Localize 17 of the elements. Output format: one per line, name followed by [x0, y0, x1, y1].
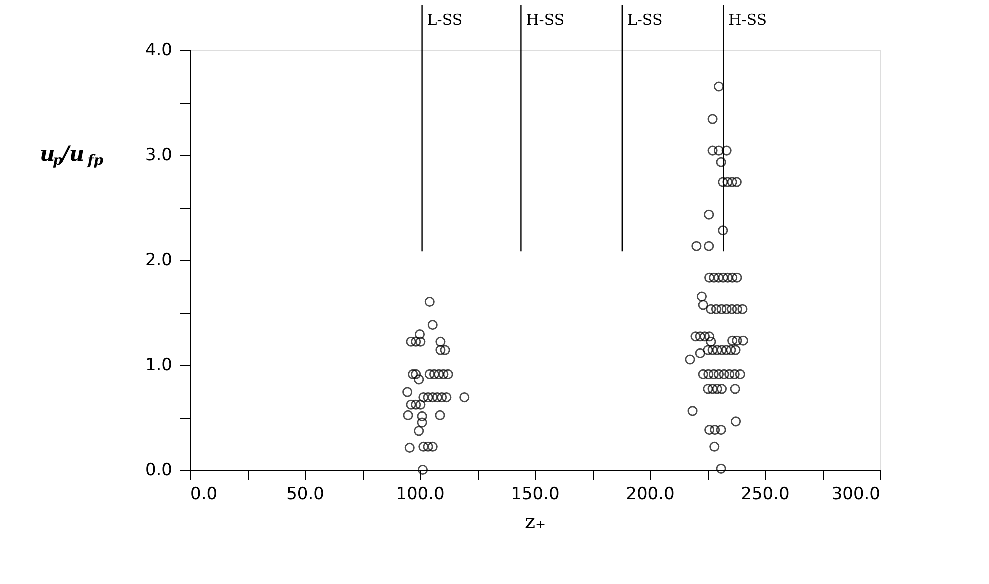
x-tick-label: 200.0 [626, 484, 675, 504]
x-tick-label: 150.0 [511, 484, 560, 504]
y-tick-label: 2.0 [145, 250, 172, 270]
x-tick-label: 300.0 [832, 484, 880, 504]
x-tick-label: 0.0 [190, 484, 218, 504]
y-tick-label: 4.0 [145, 40, 172, 60]
ref-line-label: L-SS [427, 11, 463, 29]
ref-line-label: L-SS [627, 11, 663, 29]
y-tick-label: 0.0 [145, 460, 172, 480]
x-tick-label: 100.0 [396, 484, 445, 504]
x-tick-label: 50.0 [286, 484, 324, 504]
y-tick-label: 3.0 [145, 146, 172, 166]
x-tick-label: 250.0 [741, 484, 790, 504]
ref-line-label: H-SS [728, 11, 768, 29]
ref-line-label: H-SS [526, 11, 565, 29]
y-tick-label: 1.0 [145, 356, 172, 376]
x-axis-title: z₊ [524, 510, 546, 534]
